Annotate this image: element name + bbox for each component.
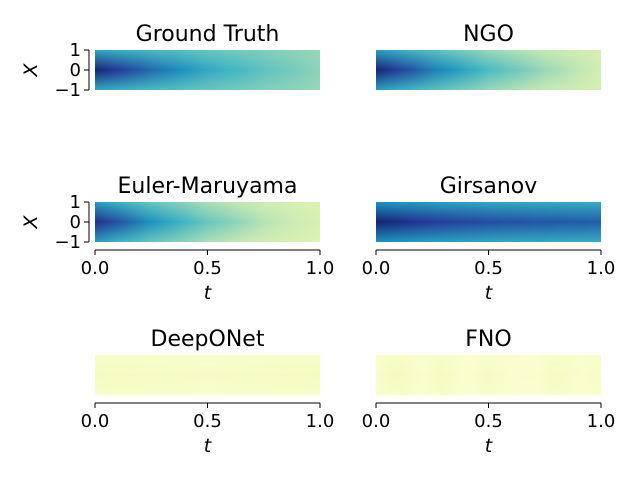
heatmap-center-layer: [95, 202, 320, 242]
heatmap-center-layer: [95, 50, 320, 90]
x-tick-label: 0.0: [81, 411, 110, 432]
x-tick-label: 1.0: [587, 258, 616, 279]
y-axis-label: X: [20, 215, 42, 230]
y-tick-label: 0: [70, 212, 81, 233]
panel-4: DeepONet 0.0 0.5 1.0 t: [81, 327, 335, 457]
heatmap-center-layer: [95, 355, 320, 395]
x-tick-label: 0.0: [362, 258, 391, 279]
y-axis-label: X: [20, 63, 42, 78]
y-tick-label: 1: [70, 192, 81, 213]
heatmap-center-layer: [376, 355, 601, 395]
panel-5: FNO 0.0 0.5 1.0 t: [362, 327, 616, 457]
x-axis-label: t: [204, 282, 213, 304]
heatmap-center-layer: [376, 50, 601, 90]
panel-title: FNO: [465, 327, 511, 352]
panel-title: Ground Truth: [136, 22, 280, 47]
x-tick-label: 0.0: [362, 411, 391, 432]
panel-title: NGO: [463, 22, 514, 47]
y-tick-label: 1: [70, 40, 81, 61]
x-axis-label: t: [485, 435, 494, 457]
panel-0: Ground Truth 10−1 X: [20, 22, 320, 101]
panel-1: NGO: [376, 22, 601, 90]
x-tick-label: 1.0: [306, 258, 335, 279]
y-tick-label: 0: [70, 60, 81, 81]
y-tick-label: −1: [54, 232, 81, 253]
panel-title: DeepONet: [151, 327, 265, 352]
x-axis-label: t: [204, 435, 213, 457]
x-tick-label: 0.0: [81, 258, 110, 279]
x-axis-label: t: [485, 282, 494, 304]
heatmap-center-layer: [376, 202, 601, 242]
panel-3: Girsanov 0.0 0.5 1.0 t: [362, 174, 616, 304]
x-tick-label: 0.5: [193, 411, 222, 432]
x-tick-label: 0.5: [474, 258, 503, 279]
x-tick-label: 0.5: [193, 258, 222, 279]
panel-title: Euler-Maruyama: [118, 174, 298, 199]
x-tick-label: 1.0: [306, 411, 335, 432]
panel-title: Girsanov: [440, 174, 538, 199]
panel-2: Euler-Maruyama 10−1 X 0.0 0.5 1.0 t: [20, 174, 334, 304]
x-tick-label: 1.0: [587, 411, 616, 432]
x-tick-label: 0.5: [474, 411, 503, 432]
y-tick-label: −1: [54, 80, 81, 101]
